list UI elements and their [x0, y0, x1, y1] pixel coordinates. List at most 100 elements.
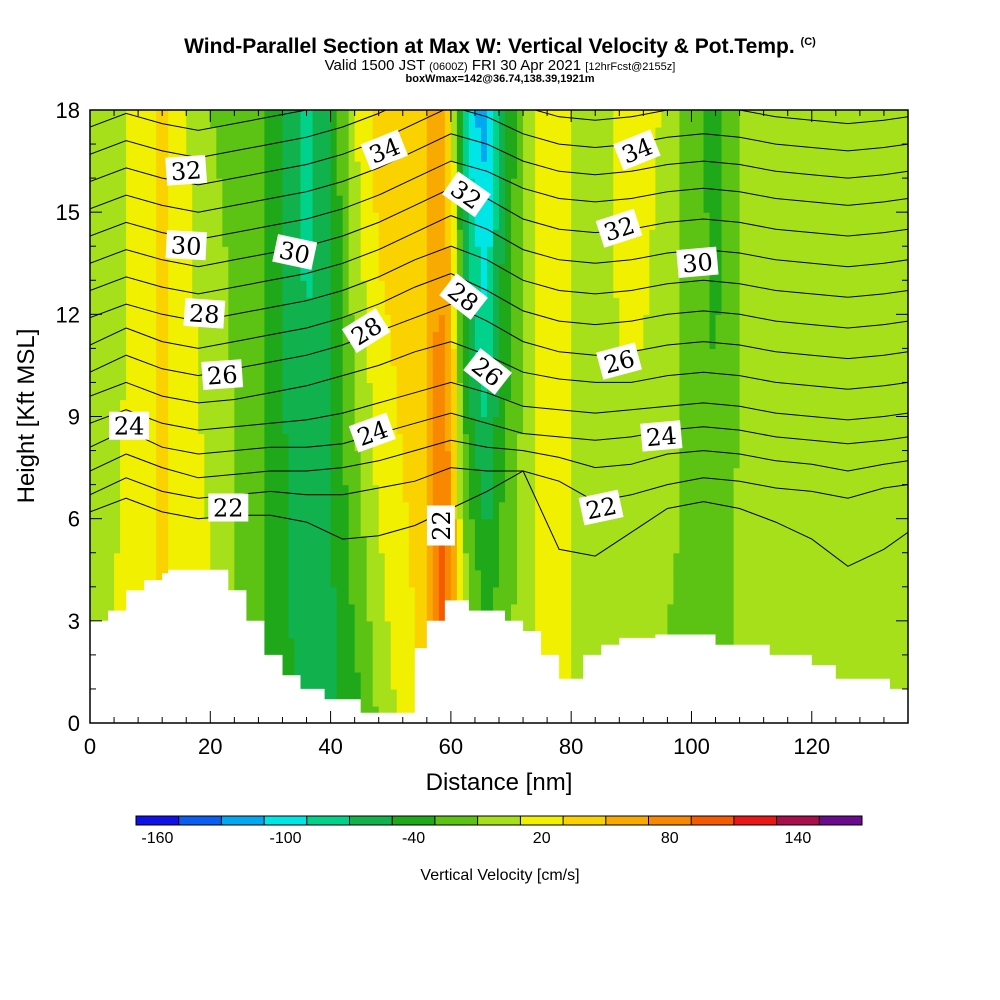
velocity-cell	[402, 603, 410, 622]
velocity-cell	[703, 348, 711, 367]
velocity-cell	[102, 484, 109, 503]
velocity-cell	[126, 569, 133, 588]
velocity-cell	[144, 552, 151, 571]
velocity-cell	[829, 569, 837, 588]
velocity-cell	[342, 178, 350, 196]
velocity-cell	[769, 178, 777, 196]
velocity-cell	[198, 433, 205, 452]
velocity-cell	[408, 331, 416, 349]
velocity-cell	[342, 535, 350, 554]
velocity-cell	[643, 467, 650, 486]
velocity-cell	[192, 501, 199, 520]
velocity-cell	[565, 535, 572, 554]
velocity-cell	[517, 484, 524, 503]
velocity-cell	[462, 433, 470, 452]
velocity-cell	[378, 246, 386, 264]
velocity-cell	[577, 450, 584, 469]
velocity-cell	[499, 552, 506, 571]
velocity-cell	[288, 399, 296, 418]
velocity-cell	[811, 620, 819, 639]
velocity-cell	[739, 603, 747, 622]
velocity-cell	[102, 280, 109, 298]
velocity-cell	[378, 569, 386, 588]
velocity-cell	[547, 212, 554, 230]
velocity-cell	[150, 399, 157, 418]
velocity-cell	[150, 331, 157, 349]
velocity-cell	[444, 450, 452, 469]
velocity-cell	[228, 331, 235, 349]
velocity-cell	[150, 450, 157, 469]
velocity-cell	[402, 586, 410, 605]
velocity-cell	[553, 161, 560, 179]
velocity-cell	[390, 280, 398, 298]
velocity-cell	[865, 467, 873, 486]
velocity-cell	[679, 382, 687, 401]
velocity-cell	[348, 535, 356, 554]
velocity-cell	[318, 450, 326, 469]
velocity-cell	[264, 229, 272, 247]
velocity-cell	[366, 688, 374, 707]
velocity-cell	[577, 246, 584, 264]
velocity-cell	[90, 365, 97, 384]
velocity-cell	[420, 586, 428, 605]
velocity-cell	[829, 399, 837, 418]
velocity-cell	[96, 297, 103, 315]
velocity-cell	[222, 331, 229, 349]
velocity-cell	[787, 127, 795, 145]
velocity-cell	[222, 518, 229, 537]
velocity-cell	[871, 637, 879, 656]
velocity-cell	[823, 637, 831, 656]
velocity-cell	[210, 484, 217, 503]
velocity-cell	[769, 603, 777, 622]
velocity-cell	[222, 348, 229, 367]
velocity-cell	[643, 297, 650, 315]
velocity-cell	[763, 110, 771, 128]
velocity-cell	[372, 365, 380, 384]
velocity-cell	[733, 569, 741, 588]
velocity-cell	[150, 518, 157, 537]
velocity-cell	[414, 501, 422, 520]
velocity-cell	[408, 450, 416, 469]
velocity-cell	[559, 212, 566, 230]
velocity-cell	[306, 161, 314, 179]
velocity-cell	[733, 586, 741, 605]
velocity-cell	[649, 450, 656, 469]
velocity-cell	[721, 246, 729, 264]
velocity-cell	[348, 195, 356, 213]
velocity-cell	[511, 586, 518, 605]
velocity-cell	[402, 195, 410, 213]
velocity-cell	[661, 535, 669, 554]
velocity-cell	[817, 263, 825, 281]
velocity-cell	[438, 110, 446, 128]
velocity-cell	[420, 416, 428, 435]
velocity-cell	[342, 416, 350, 435]
velocity-cell	[775, 348, 783, 367]
velocity-cell	[901, 518, 908, 537]
velocity-cell	[823, 229, 831, 247]
velocity-cell	[420, 450, 428, 469]
velocity-cell	[847, 569, 855, 588]
velocity-cell	[883, 212, 891, 230]
velocity-cell	[589, 365, 596, 384]
velocity-cell	[198, 552, 205, 571]
velocity-cell	[649, 399, 656, 418]
velocity-cell	[739, 161, 747, 179]
velocity-cell	[144, 297, 151, 315]
velocity-cell	[811, 331, 819, 349]
velocity-cell	[751, 348, 759, 367]
velocity-cell	[835, 552, 843, 571]
velocity-cell	[679, 518, 687, 537]
velocity-cell	[330, 365, 338, 384]
velocity-cell	[186, 501, 193, 520]
velocity-cell	[649, 484, 656, 503]
velocity-cell	[541, 518, 548, 537]
velocity-cell	[583, 603, 590, 622]
velocity-cell	[438, 246, 446, 264]
velocity-cell	[264, 637, 272, 656]
velocity-cell	[354, 195, 362, 213]
velocity-cell	[174, 535, 181, 554]
velocity-cell	[444, 263, 452, 281]
velocity-cell	[619, 535, 626, 554]
velocity-cell	[90, 569, 97, 588]
velocity-cell	[685, 416, 693, 435]
